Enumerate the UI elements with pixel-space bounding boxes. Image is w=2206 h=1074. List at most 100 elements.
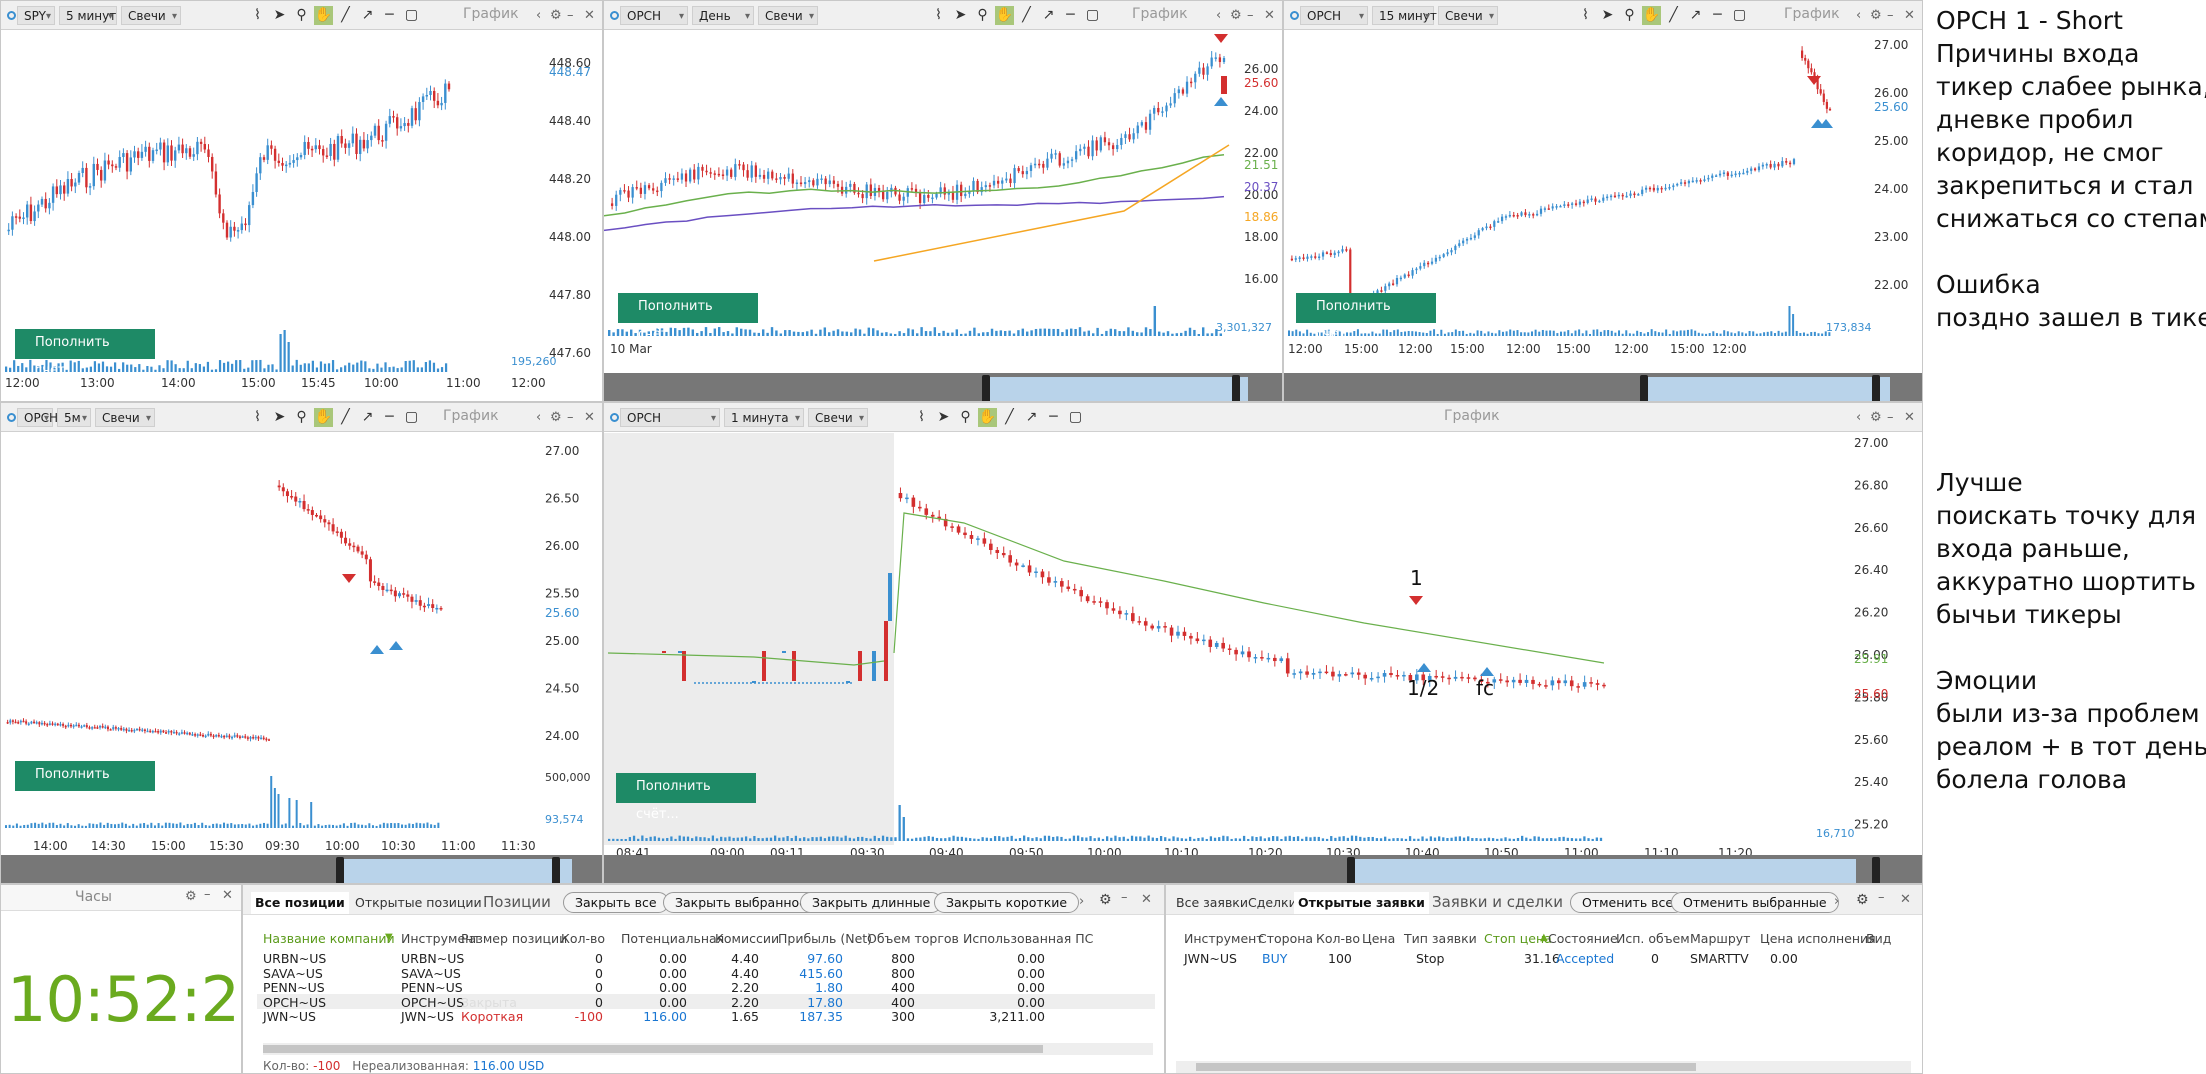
close-icon[interactable]: ✕ <box>1900 892 1911 907</box>
navigator-scrollbar[interactable] <box>604 855 1922 883</box>
arrow-icon[interactable]: ↗ <box>1042 7 1055 23</box>
close-icon[interactable]: ✕ <box>222 888 233 903</box>
hline-icon[interactable]: ─ <box>385 409 394 425</box>
interval-select[interactable]: 1 минута <box>724 408 804 428</box>
link-dot-icon[interactable] <box>7 11 16 20</box>
interval-select[interactable]: 5м <box>57 408 91 428</box>
close-icon[interactable]: ✕ <box>1904 410 1915 425</box>
column-header[interactable]: Комиссии <box>715 931 780 946</box>
zoom-icon[interactable]: ⚲ <box>977 7 988 23</box>
chevron-left-icon[interactable]: ‹ <box>536 8 542 23</box>
column-header[interactable]: Потенциальная <box>621 931 725 946</box>
interval-select[interactable]: 5 минут <box>59 6 117 26</box>
close-icon[interactable]: ✕ <box>1264 8 1275 23</box>
chevron-left-icon[interactable]: ‹ <box>1856 8 1862 23</box>
column-header[interactable]: Стоп цена <box>1484 931 1552 946</box>
column-header[interactable]: Цена <box>1362 931 1396 946</box>
cursor-icon[interactable]: ➤ <box>1601 7 1614 23</box>
rect-icon[interactable]: ▢ <box>404 409 419 425</box>
sort-desc-icon[interactable]: ▼ <box>385 932 393 943</box>
hand-icon[interactable]: ✋ <box>314 408 333 427</box>
close-icon[interactable]: ✕ <box>584 8 595 23</box>
horizontal-scrollbar[interactable] <box>263 1043 1153 1055</box>
chart-type-select[interactable]: Свечи <box>758 6 818 26</box>
minimize-icon[interactable]: – <box>1121 890 1128 905</box>
chart-type-select[interactable]: Свечи <box>1438 6 1498 26</box>
column-header[interactable]: Прибыль (Net) <box>778 931 873 946</box>
navigator-handle-right[interactable] <box>552 857 560 883</box>
column-header[interactable]: Вид <box>1866 931 1892 946</box>
chart-type-select[interactable]: Свечи <box>808 408 868 428</box>
column-header[interactable]: Размер позиции <box>461 931 568 946</box>
minimize-icon[interactable]: – <box>567 410 574 425</box>
cursor-icon[interactable]: ➤ <box>273 7 286 23</box>
navigator-scrollbar[interactable] <box>1 855 602 883</box>
rect-icon[interactable]: ▢ <box>1085 7 1100 23</box>
arrow-icon[interactable]: ↗ <box>1025 409 1038 425</box>
minimize-icon[interactable]: – <box>567 8 574 23</box>
deposit-button[interactable]: Пополнить счёт... <box>1296 293 1436 342</box>
zoom-icon[interactable]: ⚲ <box>1624 7 1635 23</box>
column-header[interactable]: Кол-во <box>1316 931 1361 946</box>
close-long-button[interactable]: Закрыть длинные <box>800 892 943 913</box>
close-all-button[interactable]: Закрыть все <box>563 892 669 913</box>
cancel-all-button[interactable]: Отменить все <box>1570 892 1686 913</box>
indicator-icon[interactable]: ⌇ <box>254 7 261 23</box>
cursor-icon[interactable]: ➤ <box>273 409 286 425</box>
interval-select[interactable]: 15 минут <box>1372 6 1437 26</box>
indicator-icon[interactable]: ⌇ <box>935 7 942 23</box>
close-icon[interactable]: ✕ <box>1141 892 1152 907</box>
deposit-button[interactable]: Пополнить счёт... <box>15 761 155 810</box>
tab-all-orders[interactable]: Все заявки <box>1176 895 1248 910</box>
line-icon[interactable]: ╱ <box>1022 7 1031 23</box>
tab-open-positions[interactable]: Открытые позиции <box>355 895 482 910</box>
chevron-left-icon[interactable]: ‹ <box>1216 8 1222 23</box>
settings-icon[interactable]: ⚙ <box>550 8 562 23</box>
zoom-icon[interactable]: ⚲ <box>296 409 307 425</box>
indicator-icon[interactable]: ⌇ <box>254 409 261 425</box>
line-icon[interactable]: ╱ <box>1669 7 1678 23</box>
column-header[interactable]: Цена исполнения <box>1760 931 1876 946</box>
hand-icon[interactable]: ✋ <box>995 6 1014 25</box>
minimize-icon[interactable]: – <box>204 887 211 902</box>
column-header[interactable]: Состояние <box>1548 931 1618 946</box>
hline-icon[interactable]: ─ <box>1713 7 1722 23</box>
settings-icon[interactable]: ⚙ <box>1870 8 1882 23</box>
link-dot-icon[interactable] <box>610 413 619 422</box>
ticker-select[interactable]: OPCH <box>17 408 58 428</box>
minimize-icon[interactable]: – <box>1887 410 1894 425</box>
hline-icon[interactable]: ─ <box>385 7 394 23</box>
settings-icon[interactable]: ⚙ <box>1230 8 1242 23</box>
column-header[interactable]: Инструмент <box>1184 931 1264 946</box>
column-header[interactable]: Кол-во <box>561 931 606 946</box>
hline-icon[interactable]: ─ <box>1066 7 1075 23</box>
tab-open-orders[interactable]: Открытые заявки <box>1294 892 1429 914</box>
indicator-icon[interactable]: ⌇ <box>1582 7 1589 23</box>
minimize-icon[interactable]: – <box>1878 890 1885 905</box>
hand-icon[interactable]: ✋ <box>314 6 333 25</box>
arrow-icon[interactable]: ↗ <box>361 7 374 23</box>
deposit-button[interactable]: Пополнить счёт... <box>616 773 756 822</box>
chart-type-select[interactable]: Свечи <box>95 408 155 428</box>
hline-icon[interactable]: ─ <box>1049 409 1058 425</box>
tab-deals[interactable]: Сделки <box>1248 895 1297 910</box>
cancel-selected-button[interactable]: Отменить выбранные <box>1671 892 1839 913</box>
ticker-select[interactable]: OPCH <box>1300 6 1368 26</box>
ticker-select[interactable]: SPY <box>17 6 55 26</box>
arrow-icon[interactable]: ↗ <box>361 409 374 425</box>
navigator-scrollbar[interactable] <box>604 373 1282 401</box>
close-icon[interactable]: ✕ <box>1904 8 1915 23</box>
rect-icon[interactable]: ▢ <box>404 7 419 23</box>
interval-select[interactable]: День <box>692 6 754 26</box>
column-header[interactable]: Название компании <box>263 931 395 946</box>
navigator-handle-right[interactable] <box>1232 375 1240 401</box>
column-header[interactable]: Инструмент <box>401 931 481 946</box>
ticker-select[interactable]: OPCH <box>620 408 720 428</box>
column-header[interactable]: Исп. объем <box>1616 931 1690 946</box>
close-selected-button[interactable]: Закрыть выбранное <box>663 892 819 913</box>
settings-icon[interactable]: ⚙ <box>1856 892 1869 908</box>
column-header[interactable]: Сторона <box>1258 931 1314 946</box>
hand-icon[interactable]: ✋ <box>1642 6 1661 25</box>
settings-icon[interactable]: ⚙ <box>550 410 562 425</box>
settings-icon[interactable]: ⚙ <box>185 889 197 904</box>
